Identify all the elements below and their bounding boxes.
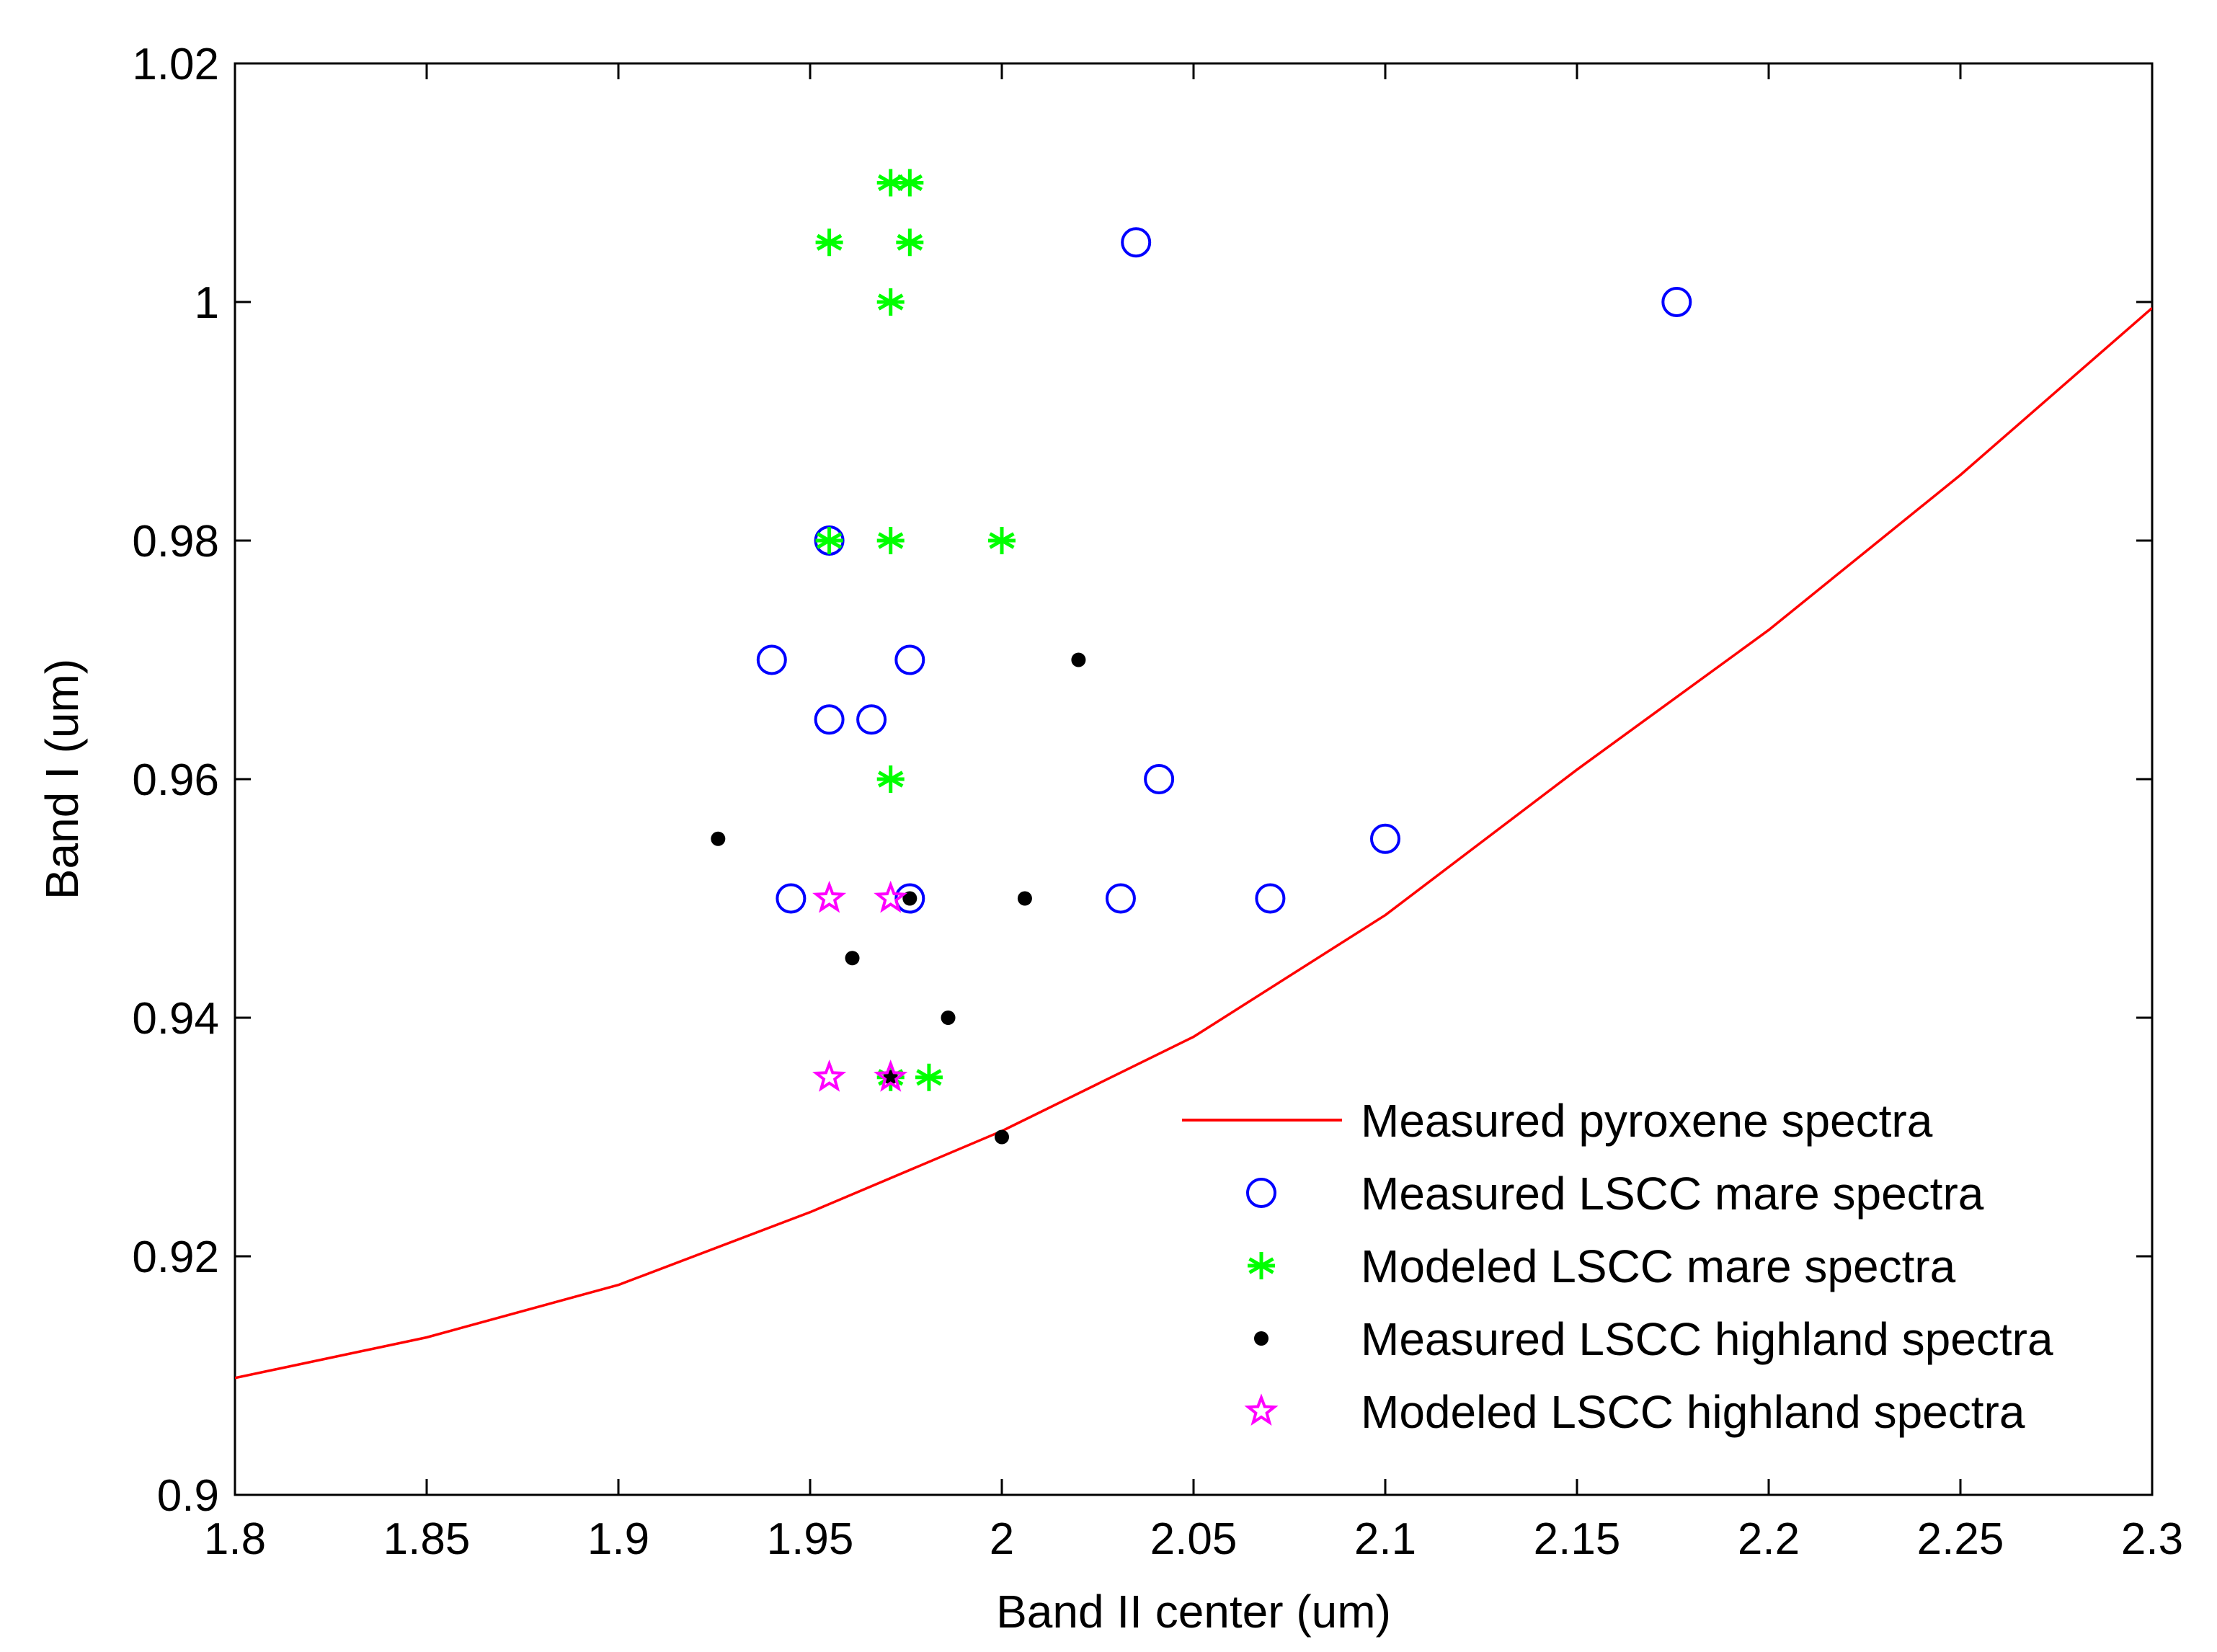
x-tick-label: 2.3 [2121, 1514, 2183, 1564]
legend-symbol-dot [1254, 1331, 1269, 1346]
legend-symbol-asterisk [1248, 1252, 1275, 1279]
data-point-circle [894, 644, 925, 675]
legend-label: Modeled LSCC highland spectra [1361, 1386, 2025, 1438]
data-point-asterisk [915, 1063, 943, 1091]
legend-label: Measured pyroxene spectra [1361, 1095, 1933, 1147]
legend-label: Measured LSCC mare spectra [1361, 1168, 1984, 1220]
data-point-star [874, 1059, 908, 1092]
axis-ticks: 1.8 1.85 1.9 1.95 2 2.05 2.1 2.15 2.2 2.25 2.3 0.9 0… [132, 40, 2183, 1564]
data-point-dot [941, 1011, 956, 1025]
x-tick-label: 2.2 [1738, 1514, 1800, 1564]
data-point-dot [995, 1129, 1009, 1145]
data-point-asterisk [876, 527, 905, 554]
y-axis-label: Band I (um) [36, 659, 88, 900]
y-tick-label: 1 [195, 278, 219, 328]
y-tick-label: 0.98 [132, 517, 219, 567]
data-point-star [874, 880, 908, 913]
data-point-star [812, 880, 847, 913]
data-point-circle [1661, 287, 1692, 317]
data-point-asterisk [815, 228, 843, 257]
y-tick-label: 0.96 [132, 755, 219, 805]
data-point-asterisk [988, 527, 1016, 554]
data-point-asterisk [896, 228, 924, 257]
data-point-asterisk [876, 288, 905, 316]
legend-label: Measured LSCC highland spectra [1361, 1313, 2053, 1365]
data-point-asterisk [896, 169, 924, 197]
pyroxene-curve [235, 306, 2152, 1380]
x-tick-label: 2.15 [1534, 1514, 1621, 1564]
data-point-circle [776, 883, 807, 914]
data-point-circle [1121, 227, 1152, 258]
x-axis-label: Band II center (um) [996, 1586, 1391, 1638]
data-point-dot [1017, 891, 1032, 906]
data-point-dot [1071, 652, 1086, 667]
y-tick-label: 0.9 [157, 1471, 219, 1521]
data-point-star [812, 1059, 847, 1092]
data-point-circle [1105, 883, 1136, 914]
data-point-asterisk [815, 527, 843, 554]
x-tick-label: 1.85 [383, 1514, 471, 1564]
data-point-dot [902, 891, 918, 906]
data-point-circle [814, 704, 845, 735]
legend: Measured pyroxene spectra Measured LSCC m… [1182, 1095, 2053, 1438]
x-tick-label: 2.1 [1354, 1514, 1416, 1564]
x-tick-label: 1.9 [587, 1514, 649, 1564]
data-point-circle [856, 704, 887, 735]
x-tick-label: 2 [990, 1514, 1014, 1564]
data-series [235, 169, 2152, 1380]
data-point-circle [1255, 883, 1286, 914]
data-point-circle [756, 644, 787, 675]
plot-area [234, 62, 2154, 1496]
y-tick-label: 1.02 [132, 40, 219, 89]
x-tick-label: 2.25 [1917, 1514, 2004, 1564]
data-point-circle [1144, 764, 1175, 794]
legend-symbol-star [1244, 1393, 1279, 1426]
x-tick-label: 2.05 [1150, 1514, 1238, 1564]
legend-symbol-circle [1246, 1178, 1276, 1208]
legend-label: Modeled LSCC mare spectra [1361, 1240, 1956, 1292]
y-tick-label: 0.92 [132, 1233, 219, 1282]
data-point-circle [1370, 823, 1400, 854]
x-tick-label: 1.8 [204, 1514, 266, 1564]
data-point-dot [845, 951, 860, 966]
x-tick-label: 1.95 [767, 1514, 854, 1564]
data-point-dot [711, 831, 726, 846]
y-tick-label: 0.94 [132, 994, 219, 1044]
data-point-asterisk [876, 765, 905, 793]
